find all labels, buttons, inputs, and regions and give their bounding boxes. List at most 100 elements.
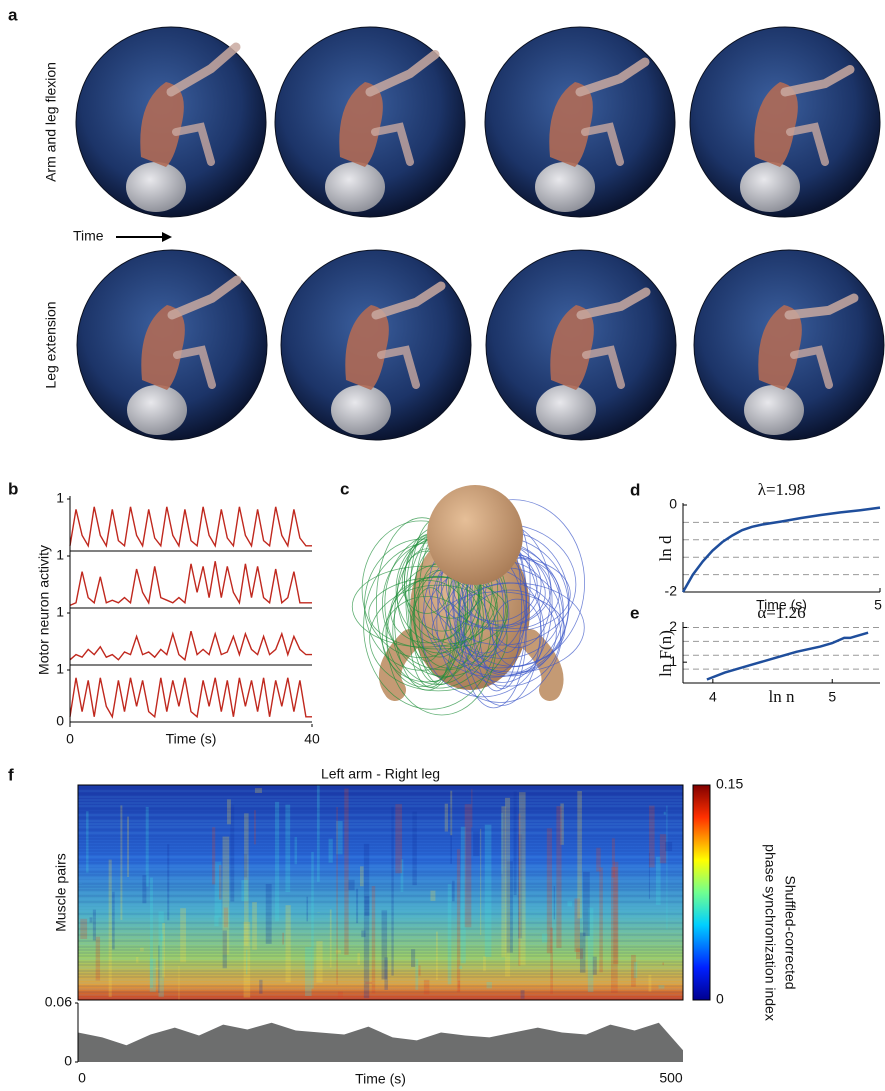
limb xyxy=(166,42,241,97)
heatmap-streak xyxy=(112,891,115,950)
colorbar-label: phase synchronization index xyxy=(762,844,778,1021)
limb xyxy=(575,57,650,97)
limb xyxy=(784,293,859,320)
heatmap-streak xyxy=(450,803,452,864)
x-tick-label: 40 xyxy=(304,731,320,747)
heatmap-streak xyxy=(356,888,359,924)
heatmap-streak xyxy=(430,890,436,901)
heatmap-streak xyxy=(541,933,548,943)
heatmap-streak xyxy=(471,788,473,828)
limb xyxy=(581,122,624,166)
heatmap-streak xyxy=(328,838,333,863)
heatmap-streak xyxy=(162,922,166,978)
head xyxy=(535,162,595,212)
heatmap-streak xyxy=(447,883,452,985)
chart-title: λ=1.98 xyxy=(758,480,806,499)
heatmap-streak xyxy=(631,954,636,987)
heatmap-streak xyxy=(411,949,416,968)
heatmap-streak xyxy=(214,916,219,927)
heatmap-streak xyxy=(180,908,186,963)
panel-label: b xyxy=(8,479,18,498)
y-tick-label: 1 xyxy=(56,661,64,677)
y-tick-label: 1 xyxy=(56,490,64,506)
heatmap-streak xyxy=(480,828,482,935)
y-tick-label: 2 xyxy=(669,618,677,634)
heatmap-streak xyxy=(305,947,312,997)
heatmap-streak xyxy=(450,790,453,836)
heatmap-streak xyxy=(576,948,583,960)
heatmap-streak xyxy=(167,844,170,921)
heatmap-streak xyxy=(633,962,638,979)
heatmap-streak xyxy=(243,853,248,878)
y-tick-label: 0 xyxy=(669,496,677,512)
heatmap-streak xyxy=(550,927,553,995)
heatmap-streak xyxy=(662,962,664,966)
heatmap-streak xyxy=(158,911,164,997)
area xyxy=(78,1022,683,1062)
heatmap-streak xyxy=(518,813,521,966)
heatmap-streak xyxy=(223,907,228,928)
heatmap-streak xyxy=(108,859,112,997)
heatmap-streak xyxy=(415,959,419,990)
heatmap-streak xyxy=(613,861,619,965)
heatmap-streak xyxy=(222,930,227,969)
limb xyxy=(173,345,216,389)
heatmap-streak xyxy=(546,828,552,954)
body xyxy=(141,305,185,390)
heatmap-streak xyxy=(254,788,262,793)
x-tick-label: 4 xyxy=(709,689,717,705)
body xyxy=(345,305,389,390)
limb xyxy=(365,50,440,97)
heatmap-streak xyxy=(222,836,230,955)
trace xyxy=(69,677,312,719)
heatmap-streak xyxy=(579,932,586,973)
heatmap-streak xyxy=(395,804,403,874)
head xyxy=(536,385,596,435)
heatmap-streak xyxy=(574,898,580,952)
heatmap-streak xyxy=(306,896,309,922)
heatmap-streak xyxy=(150,877,153,988)
heatmap-streak xyxy=(658,985,665,989)
heatmap-streak xyxy=(501,812,503,874)
heatmap-streak xyxy=(567,901,573,907)
trace xyxy=(69,631,312,662)
panel-label: c xyxy=(340,479,349,498)
heatmap-streak xyxy=(460,826,466,964)
trace xyxy=(69,506,312,548)
heatmap-streak xyxy=(371,886,376,994)
heatmap-streak xyxy=(149,958,156,992)
x-axis-label: Time (s) xyxy=(355,1071,406,1087)
limb xyxy=(172,122,215,166)
head xyxy=(325,162,385,212)
heatmap-streak xyxy=(663,811,666,815)
trace xyxy=(69,561,312,607)
heatmap-streak xyxy=(473,831,480,857)
body xyxy=(140,82,184,167)
y-axis-label: ln F(n) xyxy=(656,630,675,677)
heatmap-streak xyxy=(246,949,248,975)
heatmap-streak xyxy=(259,979,263,994)
arrow-label: Time xyxy=(73,228,104,244)
head xyxy=(127,385,187,435)
head xyxy=(740,162,800,212)
heatmap-streak xyxy=(506,861,513,953)
head xyxy=(744,385,804,435)
heatmap-streak xyxy=(265,883,272,944)
limb xyxy=(786,122,829,166)
heatmap-streak xyxy=(384,957,388,990)
heatmap-streak xyxy=(611,838,615,878)
colorbar xyxy=(692,784,711,1001)
arrow-head xyxy=(162,232,172,242)
y-tick-label: 0 xyxy=(64,1053,72,1069)
heatmap-streak xyxy=(483,956,486,972)
chart-title: α=1.26 xyxy=(757,603,805,622)
heatmap-streak xyxy=(158,945,160,993)
heatmap-streak xyxy=(363,843,370,999)
heatmap-streak xyxy=(360,866,364,887)
panel-c-image xyxy=(351,485,586,716)
heatmap-streak xyxy=(329,909,332,968)
heatmap-streak xyxy=(513,791,517,895)
head xyxy=(126,162,186,212)
heatmap-streak xyxy=(649,805,655,868)
